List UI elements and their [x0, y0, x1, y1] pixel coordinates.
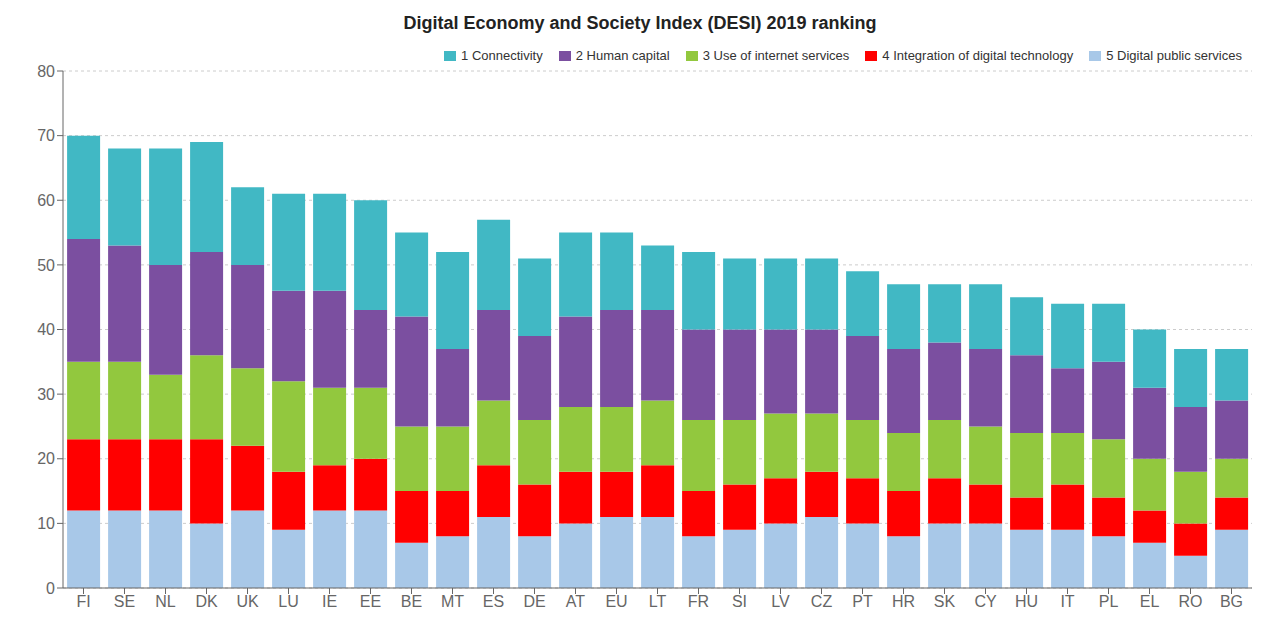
- svg-text:MT: MT: [441, 593, 464, 610]
- html-text:3 Use of internet services: 3 Use of internet services: [702, 48, 850, 63]
- svg-text:40: 40: [37, 321, 55, 338]
- svg-text:0: 0: [46, 580, 55, 597]
- svg-text:EE: EE: [360, 593, 381, 610]
- svg-text:HU: HU: [1015, 593, 1038, 610]
- svg-text:EU: EU: [605, 593, 627, 610]
- svg-text:FI: FI: [76, 593, 90, 610]
- svg-text:EL: EL: [1140, 593, 1160, 610]
- svg-text:BG: BG: [1220, 593, 1243, 610]
- svg-text:10: 10: [37, 515, 55, 532]
- svg-text:RO: RO: [1179, 593, 1203, 610]
- svg-text:BE: BE: [401, 593, 422, 610]
- svg-text:SK: SK: [934, 593, 956, 610]
- svg-text:HR: HR: [892, 593, 915, 610]
- svg-text:LV: LV: [771, 593, 790, 610]
- html-text:5 Digital public services: 5 Digital public services: [1106, 48, 1242, 63]
- svg-text:30: 30: [37, 386, 55, 403]
- svg-text:LT: LT: [649, 593, 667, 610]
- svg-text:50: 50: [37, 257, 55, 274]
- svg-text:IT: IT: [1060, 593, 1074, 610]
- html-text:1 Connectivity: 1 Connectivity: [461, 48, 543, 63]
- svg-text:AT: AT: [566, 593, 585, 610]
- html-text:Digital Economy and Society In: Digital Economy and Society Index (DESI)…: [403, 13, 877, 33]
- svg-text:UK: UK: [236, 593, 259, 610]
- svg-text:CY: CY: [974, 593, 997, 610]
- svg-text:NL: NL: [155, 593, 176, 610]
- svg-text:80: 80: [37, 63, 55, 80]
- svg-text:20: 20: [37, 450, 55, 467]
- svg-text:FR: FR: [688, 593, 709, 610]
- svg-text:IE: IE: [322, 593, 337, 610]
- svg-text:PT: PT: [852, 593, 873, 610]
- svg-text:DK: DK: [195, 593, 218, 610]
- svg-text:LU: LU: [278, 593, 298, 610]
- svg-text:60: 60: [37, 192, 55, 209]
- svg-text:PL: PL: [1099, 593, 1119, 610]
- svg-text:DE: DE: [523, 593, 545, 610]
- html-text:4 Integration of digital techn: 4 Integration of digital technology: [882, 48, 1074, 63]
- svg-text:ES: ES: [483, 593, 504, 610]
- svg-text:SI: SI: [732, 593, 747, 610]
- svg-text:70: 70: [37, 127, 55, 144]
- svg-text:SE: SE: [114, 593, 135, 610]
- svg-text:CZ: CZ: [811, 593, 833, 610]
- html-text:2 Human capital: 2 Human capital: [575, 48, 670, 63]
